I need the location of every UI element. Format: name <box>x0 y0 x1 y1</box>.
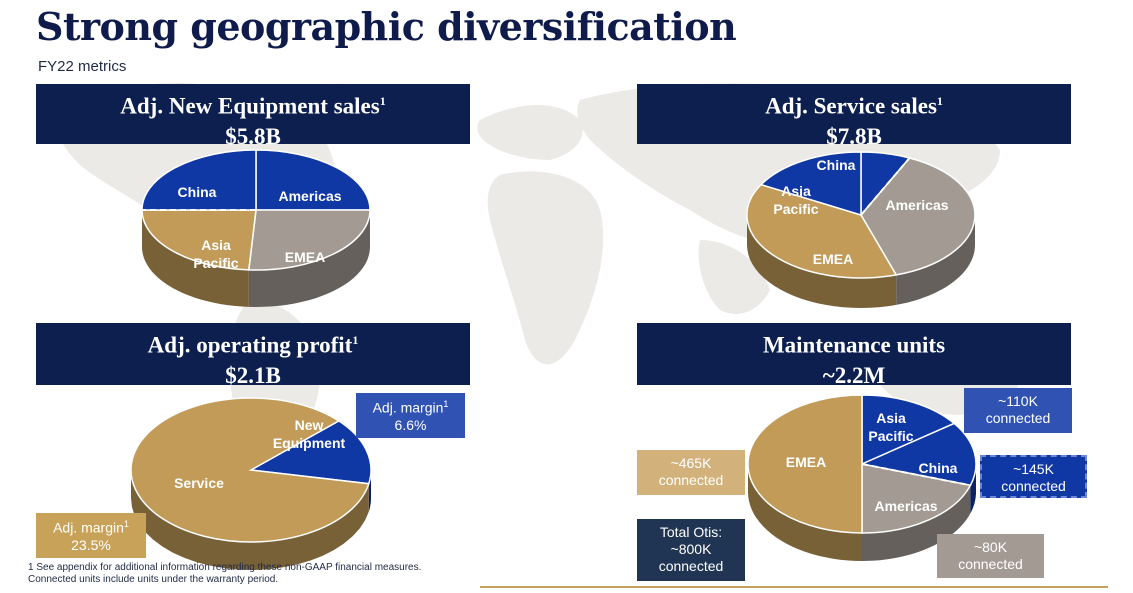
pie-label: EMEA <box>285 249 325 265</box>
ne-margin-value: 6.6% <box>394 416 427 433</box>
americas-connected-box: ~80K connected <box>937 534 1044 578</box>
service-margin-box: Adj. margin1 23.5% <box>36 513 146 558</box>
bottom-accent-line <box>480 586 1108 588</box>
china-connected-text: ~145K connected <box>1001 461 1066 494</box>
panel-title: Maintenance units <box>762 332 946 358</box>
pie-slice-emea <box>746 183 898 279</box>
panel-header-maintenance-units: Maintenance units ~2.2M <box>637 323 1071 388</box>
apac-connected-text: ~110K connected <box>985 393 1051 426</box>
ne-margin-label: Adj. margin <box>372 399 444 416</box>
emea-connected-box: ~465K connected <box>637 450 745 495</box>
apac-connected-box: ~110K connected <box>964 388 1072 433</box>
pie-side-service <box>131 470 369 570</box>
slice-divider <box>861 463 971 487</box>
footnote: 1 See appendix for additional informatio… <box>28 562 421 586</box>
footnote-marker: 1 <box>443 399 449 409</box>
pie-slice-china <box>255 149 371 211</box>
panel-header-new-equipment: Adj. New Equipment sales1 $5.8B <box>36 84 470 149</box>
pie-side-americas <box>862 485 971 561</box>
footnote-line-1: 1 See appendix for additional informatio… <box>28 562 422 573</box>
panel-title: Adj. Service sales <box>765 93 937 119</box>
pie-slice-asia-pacific <box>141 149 257 211</box>
slice-divider <box>860 157 911 216</box>
pie-label: China <box>817 157 856 173</box>
americas-connected-text: ~80K connected <box>958 539 1023 572</box>
panel-value: ~2.2M <box>822 362 886 388</box>
pie-slice-emea <box>747 394 863 534</box>
panel-value: $5.8B <box>225 123 281 149</box>
footnote-line-2: Connected units include units under the … <box>28 574 279 585</box>
panel-title: Adj. operating profit <box>147 332 353 358</box>
pie-label: China <box>178 184 217 200</box>
footnote-marker: 1 <box>936 94 943 108</box>
pie-side-americas <box>896 215 975 305</box>
pie-side-emea <box>747 215 897 308</box>
pie-label: New Equipment <box>273 417 346 451</box>
total-otis-text: Total Otis: ~800K connected <box>658 524 724 574</box>
pie-slice-emea <box>141 209 257 271</box>
china-connected-box: ~145K connected <box>980 455 1087 498</box>
pie-slice-americas <box>860 157 976 276</box>
pie-side-emea <box>142 210 249 307</box>
panel-value: $7.8B <box>826 123 882 149</box>
panel-header-service: Adj. Service sales1 $7.8B <box>637 84 1071 149</box>
page-subtitle: FY22 metrics <box>38 58 127 75</box>
pie-label: EMEA <box>786 454 826 470</box>
pie-slice-asia-pacific <box>759 151 862 217</box>
pie-slice-americas <box>861 463 972 534</box>
page-title: Strong geographic diversification <box>36 4 737 49</box>
pie-label: Asia Pacific <box>193 237 238 271</box>
pie-label: Americas <box>885 197 948 213</box>
pie-side-americas <box>248 210 370 307</box>
service-margin-label: Adj. margin <box>53 519 124 536</box>
pie-slice-china <box>859 422 977 487</box>
panel-title: Adj. New Equipment sales <box>120 93 380 119</box>
pie-label: EMEA <box>813 251 853 267</box>
pie-slice-americas <box>247 209 371 271</box>
pie-slice-asia-pacific <box>861 394 956 466</box>
footnote-marker: 1 <box>352 333 359 347</box>
panel-header-operating-profit: Adj. operating profit1 $2.1B <box>36 323 470 388</box>
service-margin-value: 23.5% <box>71 536 111 553</box>
pie-slice-new-equipment <box>248 420 372 485</box>
footnote-marker: 1 <box>123 519 129 529</box>
pie-label: China <box>919 460 958 476</box>
pie-label: Americas <box>278 188 341 204</box>
pie-side-emea <box>748 464 862 561</box>
pie-label: Service <box>174 475 224 491</box>
footnote-marker: 1 <box>379 94 386 108</box>
panel-value: $2.1B <box>225 362 281 388</box>
pie-label: Asia Pacific <box>868 410 913 444</box>
pie-label: Asia Pacific <box>773 183 818 217</box>
ne-margin-box: Adj. margin1 6.6% <box>356 393 465 438</box>
pie-label: Americas <box>874 498 937 514</box>
pie-slice-service <box>130 397 370 543</box>
total-otis-box: Total Otis: ~800K connected <box>637 519 745 581</box>
emea-connected-text: ~465K connected <box>658 455 724 488</box>
